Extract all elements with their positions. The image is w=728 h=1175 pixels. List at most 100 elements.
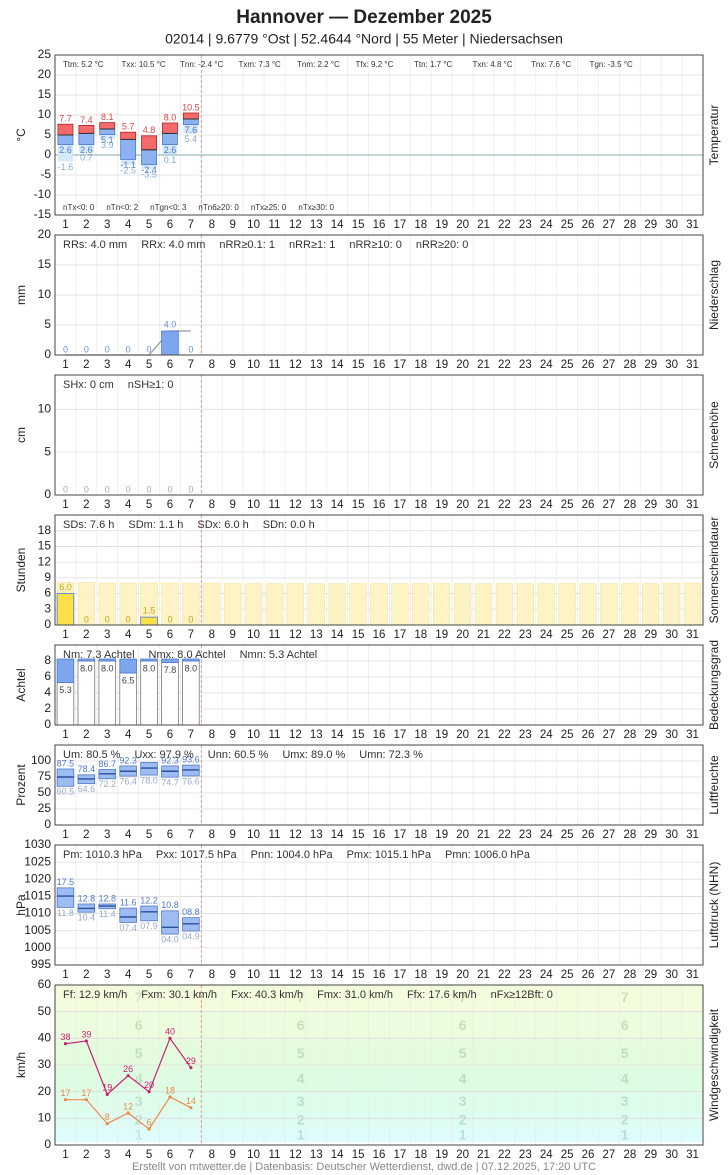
x-tick-label: 30 — [665, 1149, 678, 1161]
mean-max-bar — [120, 131, 137, 140]
x-tick-label: 28 — [623, 829, 636, 841]
wind-point — [189, 1106, 193, 1110]
plot-background — [55, 375, 703, 495]
x-tick-label: 14 — [331, 729, 344, 741]
stat-label: Fxm: 30.1 km/h — [141, 989, 217, 1001]
min-label: 78.0 — [140, 775, 158, 785]
x-tick-label: 10 — [247, 219, 260, 231]
beaufort-label: 3 — [621, 1093, 629, 1109]
beaufort-label: 3 — [459, 1093, 467, 1109]
x-tick-label: 28 — [623, 969, 636, 981]
y-tick-label: 1000 — [24, 940, 51, 954]
x-tick-label: 10 — [247, 729, 260, 741]
wind-label: 39 — [81, 1029, 91, 1039]
value-label: 6.0 — [59, 582, 72, 592]
x-tick-label: 22 — [498, 969, 511, 981]
max-label: 12.8 — [78, 893, 96, 903]
x-tick-label: 8 — [209, 829, 215, 841]
stat-label: nTn<0: 2 — [106, 203, 138, 212]
beaufort-band — [55, 1067, 703, 1092]
ground-min-label: 0.7 — [80, 153, 93, 163]
min-label: 2.6 — [59, 145, 72, 155]
possible-bar — [328, 583, 346, 626]
beaufort-label: 5 — [459, 1045, 467, 1061]
x-tick-label: 31 — [686, 629, 699, 641]
stat-label: SDm: 1.1 h — [128, 519, 183, 531]
ground-min-bar — [78, 144, 94, 153]
y-tick-label: 0 — [44, 817, 51, 831]
max-label: 93.6 — [182, 754, 200, 764]
x-tick-label: 23 — [519, 969, 532, 981]
x-tick-label: 22 — [498, 629, 511, 641]
x-tick-label: 7 — [188, 629, 194, 641]
ground-min-label: -2.5 — [120, 165, 136, 175]
x-tick-label: 5 — [146, 629, 152, 641]
x-tick-label: 6 — [167, 499, 173, 511]
x-tick-label: 17 — [394, 499, 407, 511]
x-tick-label: 19 — [435, 829, 448, 841]
x-tick-label: 26 — [582, 219, 595, 231]
x-tick-label: 5 — [146, 969, 152, 981]
ground-min-bar — [57, 144, 73, 162]
y-axis-label: °C — [14, 128, 28, 142]
wind-point — [105, 1122, 109, 1126]
y-tick-label: 1025 — [24, 854, 51, 868]
stat-label: SHx: 0 cm — [63, 379, 114, 391]
x-tick-label: 17 — [394, 1149, 407, 1161]
stat-label: Ffx: 17.6 km/h — [407, 989, 477, 1001]
y-tick-label: 4 — [44, 685, 51, 699]
x-tick-label: 24 — [540, 1149, 553, 1161]
y-axis-label: cm — [14, 427, 28, 443]
max-label: 5.7 — [122, 122, 135, 132]
x-tick-label: 27 — [603, 499, 616, 511]
x-tick-label: 27 — [603, 219, 616, 231]
y-tick-label: 5 — [44, 444, 51, 458]
value-label: 0 — [126, 344, 131, 354]
y-tick-label: 75 — [38, 769, 52, 783]
x-tick-label: 25 — [561, 219, 574, 231]
value-label: 1.5 — [143, 606, 156, 616]
x-tick-label: 27 — [603, 969, 616, 981]
x-tick-label: 13 — [310, 829, 323, 841]
possible-bar — [621, 583, 639, 626]
min-mean-bar — [162, 132, 178, 145]
x-tick-label: 28 — [623, 729, 636, 741]
y-axis-label: km/h — [14, 1052, 28, 1078]
min-mean-bar — [99, 128, 116, 135]
stat-label: Tnn: -2.4 °C — [180, 60, 223, 69]
footer: Erstellt von mtwetter.de | Datenbasis: D… — [132, 1161, 596, 1173]
x-tick-label: 2 — [83, 219, 89, 231]
x-tick-label: 4 — [125, 359, 132, 371]
ground-min-bar — [99, 134, 115, 140]
x-tick-label: 24 — [540, 729, 553, 741]
y-tick-label: 1030 — [24, 837, 51, 851]
x-tick-label: 25 — [561, 499, 574, 511]
x-tick-label: 26 — [582, 359, 595, 371]
wind-point — [84, 1098, 88, 1102]
x-tick-label: 14 — [331, 359, 344, 371]
min-label: 11.8 — [57, 908, 74, 918]
x-tick-label: 23 — [519, 829, 532, 841]
y-tick-label: 10 — [38, 287, 52, 301]
x-tick-label: 30 — [665, 629, 678, 641]
x-tick-label: 8 — [209, 629, 215, 641]
y-tick-label: 6 — [44, 669, 51, 683]
x-tick-label: 15 — [352, 1149, 365, 1161]
x-tick-label: 22 — [498, 499, 511, 511]
y-tick-label: 40 — [38, 1031, 52, 1045]
value-label: 0 — [188, 344, 193, 354]
range-box — [161, 910, 179, 935]
max-label: 7.4 — [80, 115, 93, 125]
y-tick-label: 12 — [38, 554, 52, 568]
mean-max-bar — [99, 122, 116, 130]
x-tick-label: 19 — [435, 969, 448, 981]
y-tick-label: 1015 — [24, 889, 51, 903]
stat-label: Txm: 7.3 °C — [239, 60, 282, 69]
min-label: 04.0 — [161, 935, 179, 945]
y-tick-label: 10 — [38, 1111, 52, 1125]
value-label: 8.0 — [80, 663, 93, 673]
x-tick-label: 12 — [289, 969, 302, 981]
x-tick-label: 21 — [477, 829, 490, 841]
stat-label: RRs: 4.0 mm — [63, 239, 127, 251]
stat-label: nTx≥30: 0 — [298, 203, 334, 212]
